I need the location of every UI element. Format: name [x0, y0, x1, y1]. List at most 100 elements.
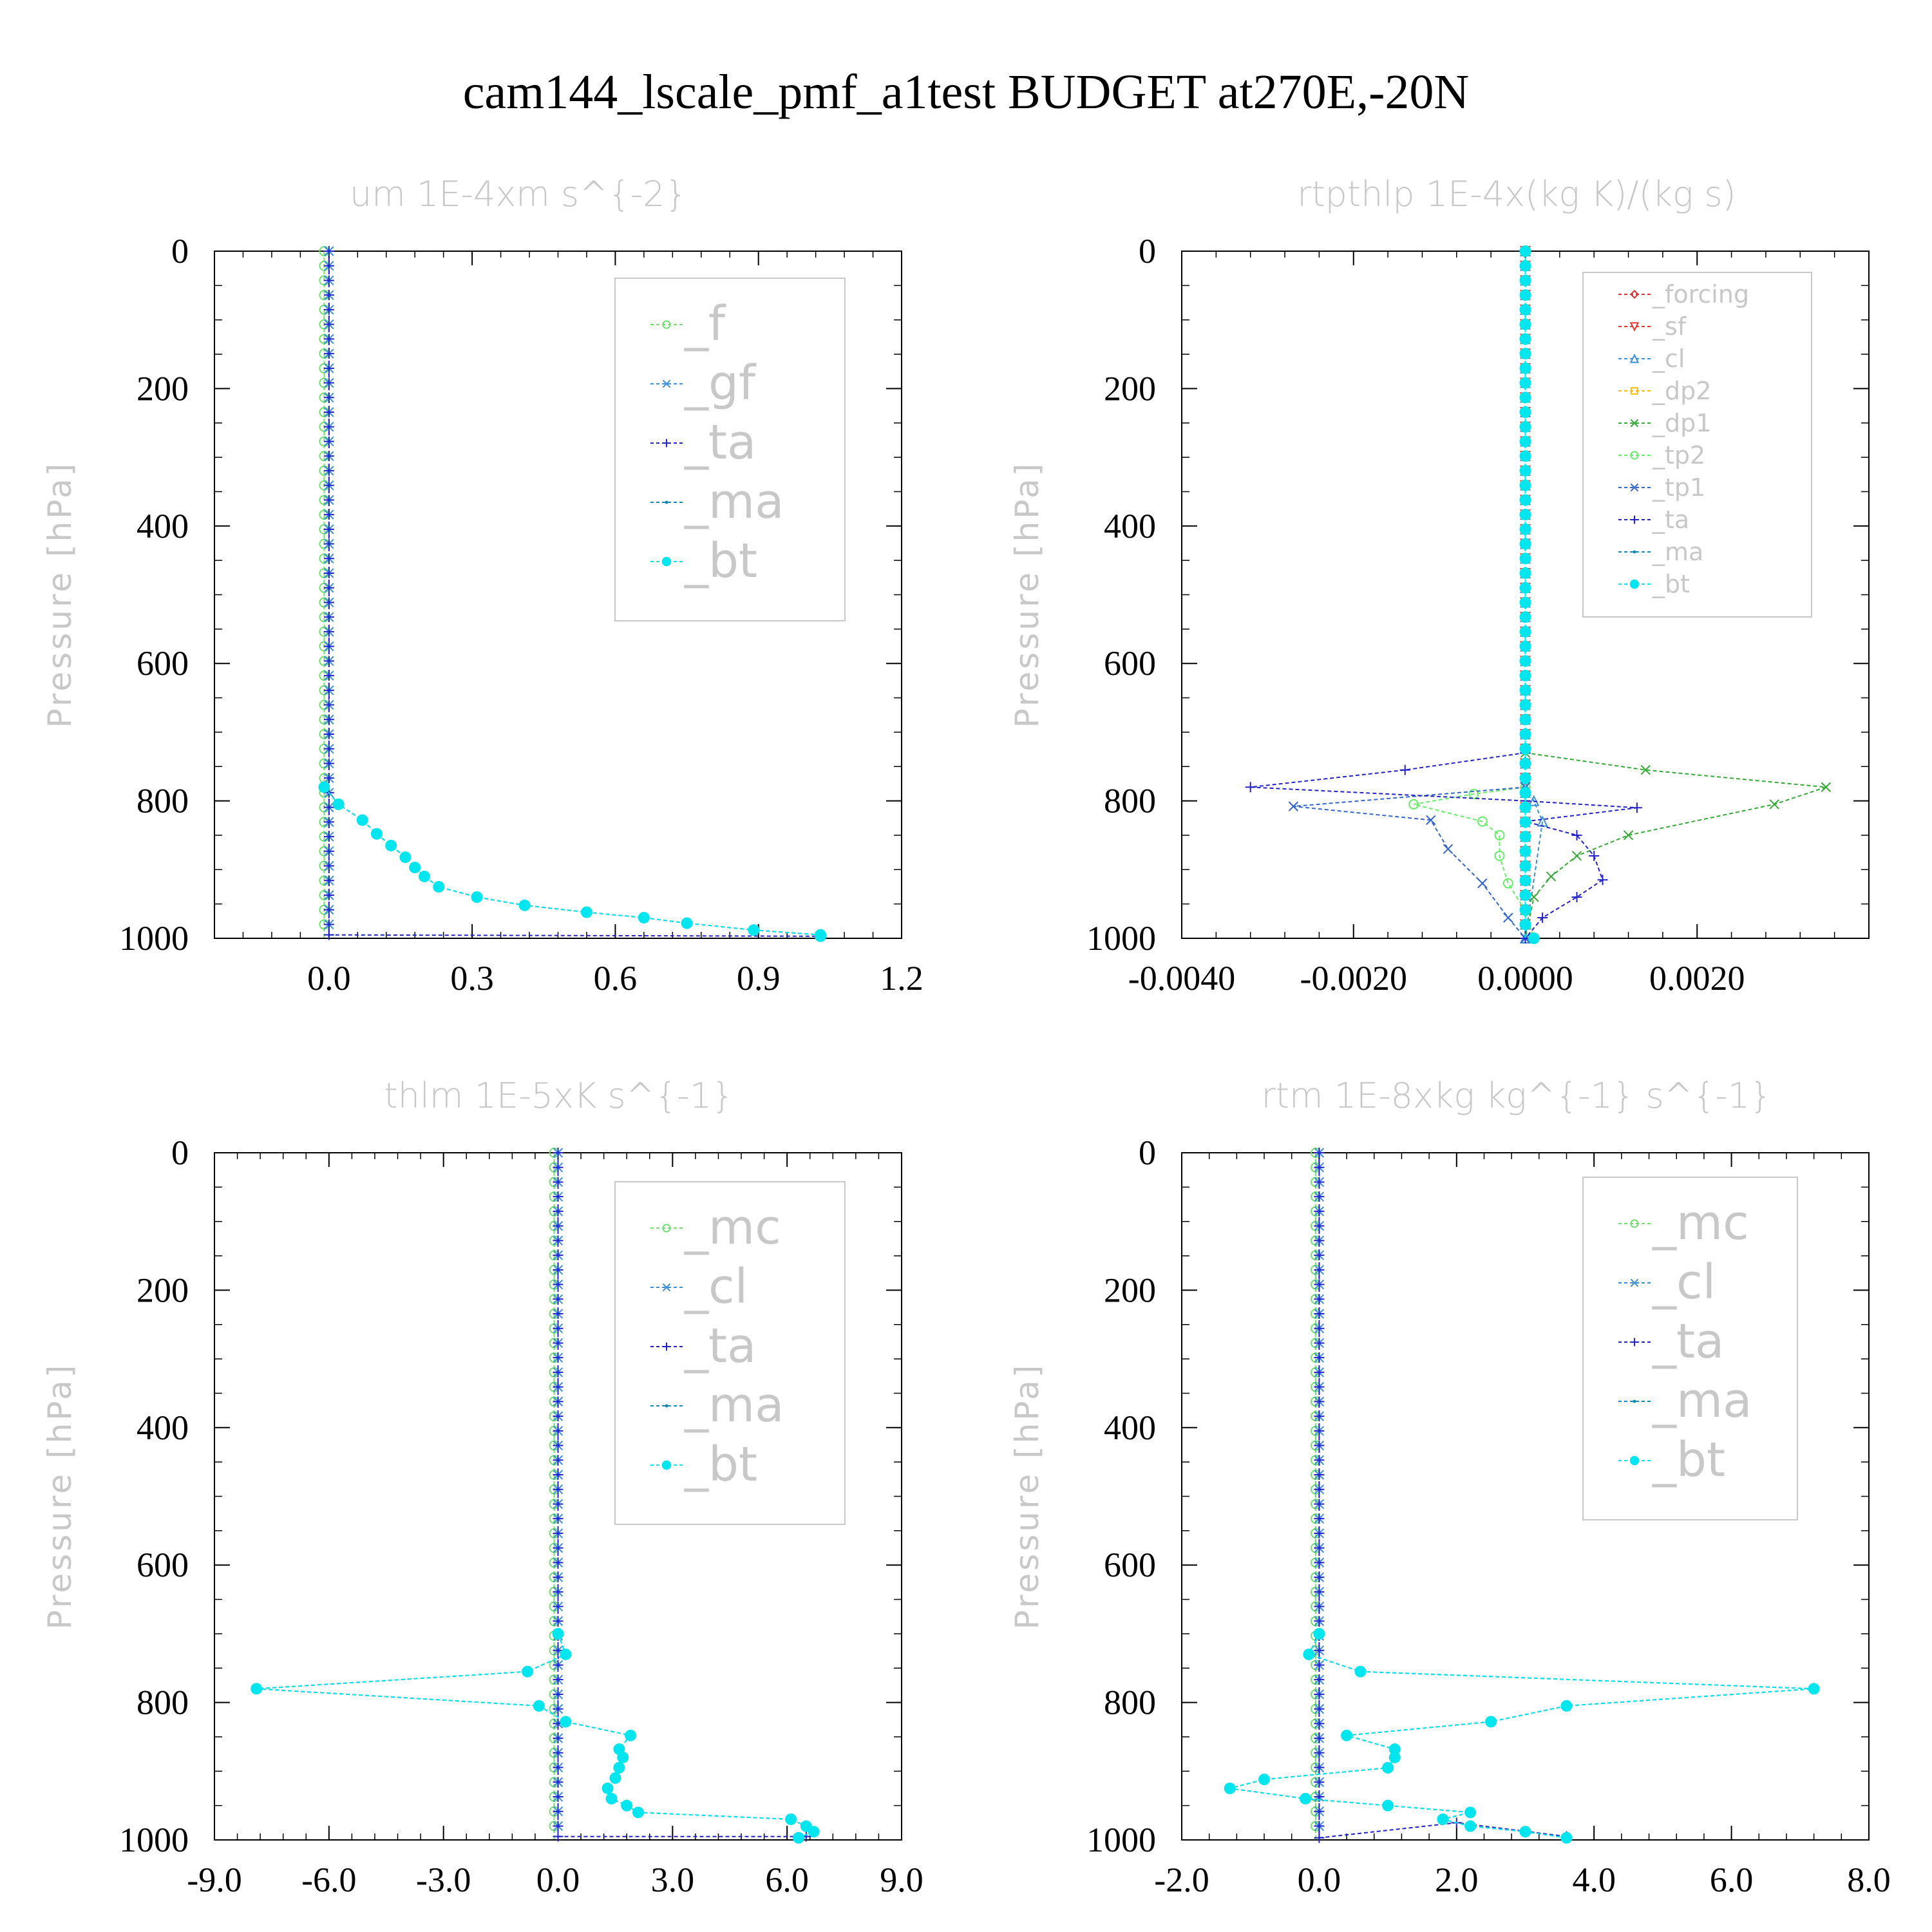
data-point — [1519, 479, 1531, 491]
legend-entry-mc: _mc — [1618, 1195, 1749, 1251]
data-point — [323, 436, 334, 447]
panel-rtm: rtm 1E-8xkg kg^{-1} s^{-1} Pressure [hPa]… — [1009, 1075, 1891, 1899]
series-path — [323, 786, 821, 936]
x-tick-label: 0.0 — [1298, 1861, 1341, 1899]
data-point — [323, 802, 334, 813]
data-point — [1382, 1761, 1394, 1774]
series-path — [328, 934, 821, 937]
data-point — [1314, 1806, 1325, 1817]
series-dp1 — [1520, 748, 1832, 943]
data-point — [553, 1470, 564, 1480]
data-point — [323, 904, 334, 915]
data-point — [1519, 845, 1531, 857]
data-point — [1519, 377, 1531, 389]
data-point — [1314, 1557, 1325, 1568]
data-point — [323, 929, 334, 940]
legend-entry-mc: _mc — [650, 1200, 781, 1255]
data-point — [1314, 1572, 1325, 1583]
data-point — [1571, 851, 1582, 861]
data-point — [370, 828, 383, 840]
legend-marker — [662, 320, 671, 329]
legend-entry-ma: _ma — [650, 1378, 784, 1433]
data-point — [533, 1700, 545, 1712]
data-point — [1519, 421, 1531, 433]
legend-label: _sf — [1652, 312, 1687, 341]
panel-thlm: thlm 1E-5xK s^{-1} Pressure [hPa] -9.0 -6.0… — [41, 1075, 923, 1899]
data-point — [1519, 494, 1531, 506]
data-point — [553, 1528, 564, 1539]
legend-label: _bt — [1652, 570, 1690, 598]
data-point — [553, 1601, 564, 1612]
data-point — [553, 1396, 564, 1407]
data-point — [471, 891, 483, 903]
legend-entry-bt: _bt — [650, 533, 757, 589]
data-point — [1519, 640, 1531, 652]
data-point — [323, 524, 334, 535]
x-tick-label: 0.0 — [536, 1861, 580, 1899]
legend-marker — [661, 1460, 672, 1470]
data-point — [560, 1648, 572, 1660]
data-point — [553, 1220, 564, 1231]
data-point — [553, 1148, 564, 1158]
legend-label: _mc — [1652, 1195, 1749, 1251]
data-point — [1571, 829, 1582, 840]
data-point — [580, 906, 592, 918]
data-point — [323, 304, 334, 315]
data-point — [553, 1411, 564, 1422]
data-point — [251, 1683, 263, 1695]
data-point — [792, 1832, 804, 1844]
y-tick-label: 400 — [1104, 507, 1156, 545]
data-point — [553, 1206, 564, 1217]
data-point — [1314, 1455, 1325, 1466]
x-tick-label: 6.0 — [1710, 1861, 1754, 1899]
data-point — [323, 641, 334, 652]
data-point — [1437, 1813, 1449, 1825]
y-axis-label: Pressure [hPa] — [1009, 461, 1046, 728]
data-point — [433, 880, 445, 893]
data-point — [815, 930, 827, 942]
data-point — [356, 814, 368, 826]
data-point — [1519, 303, 1531, 316]
data-point — [553, 1381, 564, 1392]
legend-marker — [1630, 483, 1639, 492]
y-axis-label: Pressure [hPa] — [41, 1363, 79, 1630]
data-point — [323, 582, 334, 593]
data-point — [553, 1777, 564, 1788]
data-point — [1546, 871, 1557, 882]
data-point — [1408, 799, 1419, 810]
data-point — [1519, 450, 1531, 462]
panel-rtpthlp: rtpthlp 1E-4x(kg K)/(kg s) Pressure [hPa]… — [1009, 174, 1870, 998]
x-tick-label: 0.9 — [737, 959, 781, 998]
series-path — [323, 786, 821, 936]
y-tick-label: 800 — [137, 782, 189, 820]
data-point — [318, 781, 330, 793]
data-point — [1519, 728, 1531, 740]
data-point — [553, 1191, 564, 1202]
data-point — [323, 670, 334, 681]
data-point — [1485, 1716, 1497, 1728]
x-tick-label: -3.0 — [416, 1861, 471, 1899]
data-point — [1631, 802, 1642, 813]
data-point — [553, 1660, 564, 1671]
data-point — [1597, 875, 1608, 886]
y-tick-label: 800 — [1104, 782, 1156, 820]
data-point — [323, 363, 334, 374]
data-point — [1314, 1279, 1325, 1290]
x-tick-label: 1.2 — [880, 959, 923, 998]
data-point — [1388, 1751, 1401, 1763]
data-point — [1519, 348, 1531, 360]
data-point — [1468, 788, 1479, 799]
legend-label: _cl — [684, 1259, 748, 1314]
data-point — [552, 1627, 564, 1640]
legend-marker — [665, 500, 668, 504]
legend-box — [1582, 1177, 1798, 1520]
legend-entry-f: _f — [650, 296, 726, 352]
data-point — [1258, 1774, 1271, 1786]
legend-entry-sf: _sf — [1618, 312, 1687, 341]
x-tick-label: 0.0 — [307, 959, 351, 998]
data-point — [1314, 1323, 1325, 1334]
data-point — [1314, 1832, 1325, 1843]
data-point — [323, 889, 334, 900]
data-point — [323, 743, 334, 754]
y-tick-label: 200 — [137, 369, 189, 408]
